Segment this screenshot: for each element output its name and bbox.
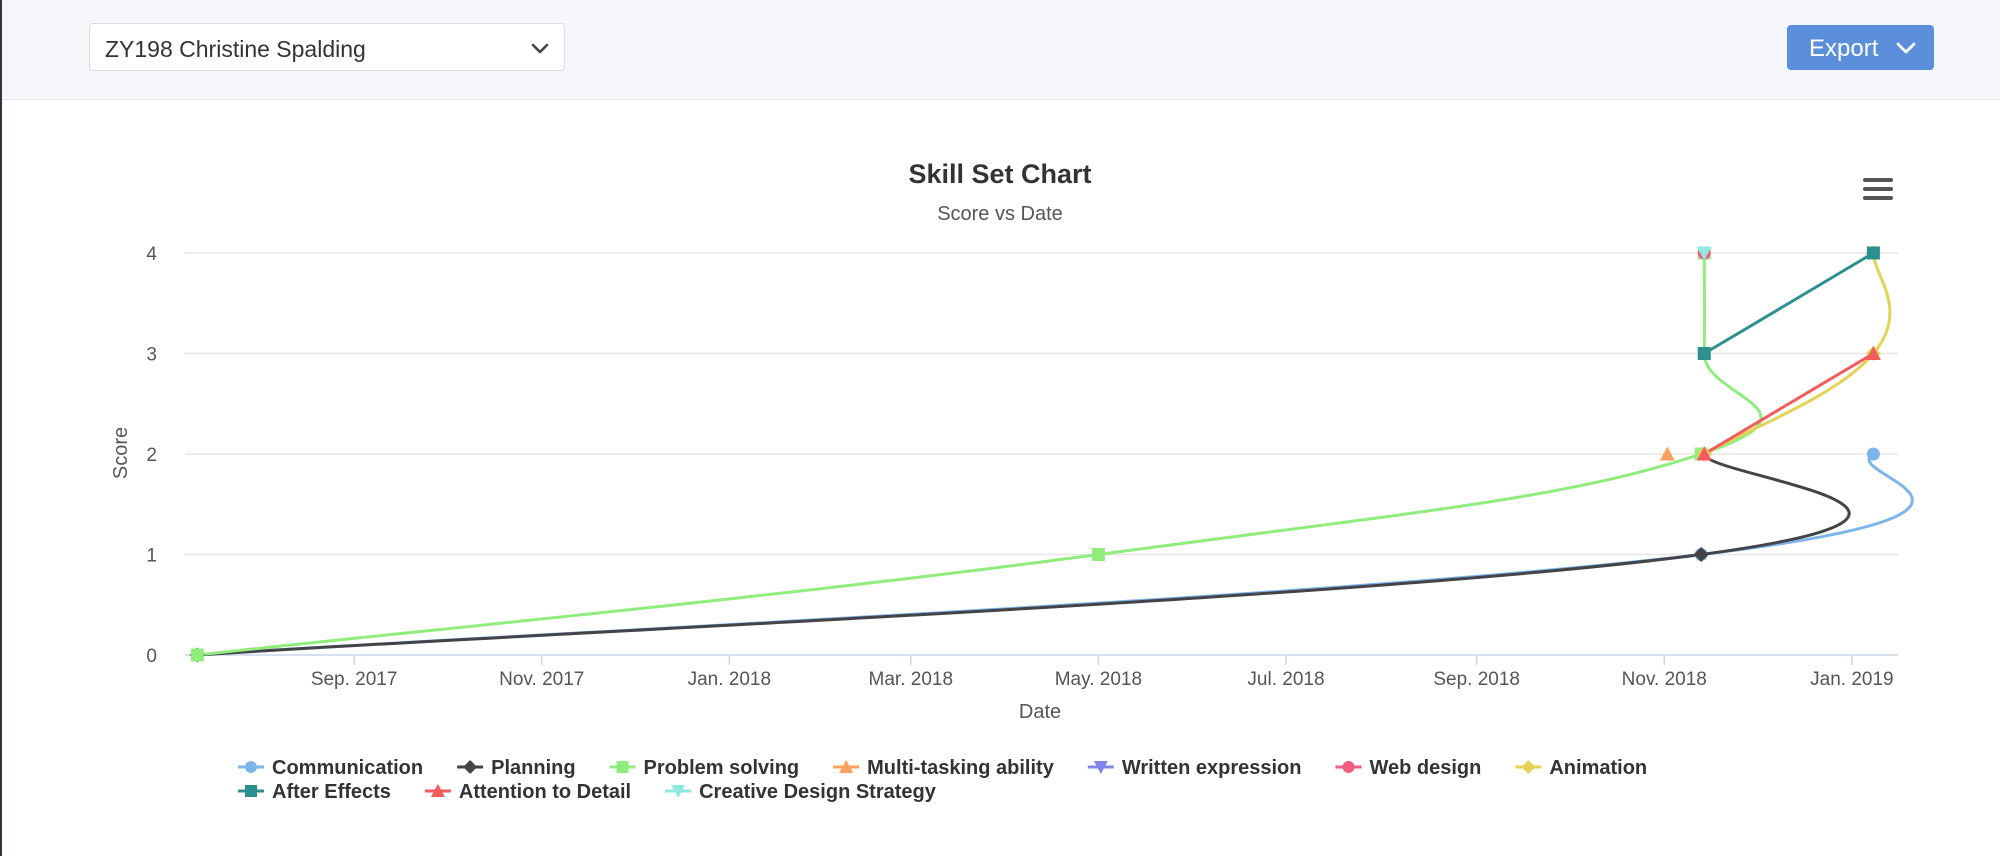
x-axis: Sep. 2017 Nov. 2017 Jan. 2018 Mar. 2018 May.… xyxy=(311,655,1894,690)
legend-item-problem-solving[interactable]: Problem solving xyxy=(609,757,800,779)
legend-label: Attention to Detail xyxy=(459,781,631,803)
legend-marker xyxy=(1093,761,1108,774)
y-tick-label: 2 xyxy=(146,445,157,466)
chart-legend: Communication Planning Problem solving Mult… xyxy=(238,757,1647,803)
legend-label: Planning xyxy=(491,757,575,779)
data-point-creative-design-strategy xyxy=(1696,246,1712,261)
data-point-after-effects xyxy=(1697,347,1711,360)
legend-marker xyxy=(671,785,686,798)
series-line-after-effects xyxy=(1702,251,1875,355)
data-point-problem-solving xyxy=(1091,548,1105,561)
x-tick-label: Jan. 2018 xyxy=(688,669,771,690)
legend-marker xyxy=(1342,761,1355,773)
legend-marker xyxy=(616,761,629,773)
legend-label: Animation xyxy=(1549,757,1647,779)
legend-item-after-effects[interactable]: After Effects xyxy=(238,781,391,803)
series-markers xyxy=(189,245,1881,663)
toolbar: ZY198 Christine Spalding Export xyxy=(2,0,2000,100)
grid-lines xyxy=(185,252,1898,656)
skill-set-chart: Skill Set Chart Score vs Date Sep. 2017 N… xyxy=(110,159,1914,803)
export-button[interactable]: Export xyxy=(1787,25,1934,70)
series-line-attention-to-detail xyxy=(1702,352,1875,456)
legend-label: After Effects xyxy=(272,781,391,803)
series-line-planning xyxy=(195,452,1851,657)
window-edge xyxy=(0,0,2,856)
data-point-attention-to-detail xyxy=(1865,346,1881,360)
legend-label: Creative Design Strategy xyxy=(699,781,937,803)
chart-menu-button[interactable] xyxy=(1862,177,1894,205)
legend-label: Problem solving xyxy=(644,757,800,779)
x-tick-label: Nov. 2017 xyxy=(499,669,584,690)
hamburger-menu-icon xyxy=(1863,178,1893,200)
legend-item-web-design[interactable]: Web design xyxy=(1335,757,1482,779)
legend-item-communication[interactable]: Communication xyxy=(238,757,423,779)
legend-item-attention-to-detail[interactable]: Attention to Detail xyxy=(424,781,631,803)
x-tick-label: Mar. 2018 xyxy=(869,669,954,690)
x-tick-label: Nov. 2018 xyxy=(1622,669,1707,690)
legend-marker xyxy=(245,761,257,773)
legend-marker xyxy=(430,784,445,797)
chart-subtitle: Score vs Date xyxy=(937,203,1063,225)
legend-marker xyxy=(1521,760,1536,774)
x-tick-label: Jul. 2018 xyxy=(1247,669,1324,690)
data-point-attention-to-detail xyxy=(1696,446,1712,461)
legend-marker xyxy=(463,760,478,774)
legend-item-planning[interactable]: Planning xyxy=(457,757,576,779)
data-point-multi-tasking-ability xyxy=(1659,446,1675,461)
legend-marker xyxy=(245,785,257,797)
legend-marker xyxy=(839,760,854,773)
export-button-label: Export xyxy=(1809,35,1879,62)
student-select-value: ZY198 Christine Spalding xyxy=(105,36,366,62)
legend-item-animation[interactable]: Animation xyxy=(1515,757,1647,779)
chart-title: Skill Set Chart xyxy=(908,159,1091,189)
x-tick-label: Jan. 2019 xyxy=(1810,669,1893,690)
x-tick-label: Sep. 2017 xyxy=(311,669,398,690)
series-line-problem-solving xyxy=(195,251,1763,657)
data-point-problem-solving xyxy=(190,648,204,662)
y-axis: 0 1 2 3 4 xyxy=(146,244,157,667)
legend-item-creative-design-strategy[interactable]: Creative Design Strategy xyxy=(665,781,937,803)
y-tick-label: 1 xyxy=(146,546,157,567)
y-tick-label: 3 xyxy=(146,345,157,366)
legend-label: Written expression xyxy=(1122,757,1302,779)
series-lines xyxy=(195,251,1914,657)
x-tick-label: Sep. 2018 xyxy=(1433,669,1520,690)
legend-label: Multi-tasking ability xyxy=(867,757,1055,779)
data-point-communication xyxy=(1866,447,1880,461)
y-axis-label: Score xyxy=(110,427,132,479)
x-axis-label: Date xyxy=(1019,701,1061,723)
data-point-planning xyxy=(1693,547,1709,562)
y-tick-label: 4 xyxy=(146,244,157,265)
chevron-down-icon xyxy=(531,43,549,54)
data-point-after-effects xyxy=(1866,246,1880,260)
legend-item-multi-tasking-ability[interactable]: Multi-tasking ability xyxy=(833,757,1055,779)
legend-label: Communication xyxy=(272,757,423,779)
chevron-down-icon xyxy=(1896,42,1916,54)
legend-label: Web design xyxy=(1370,757,1482,779)
y-tick-label: 0 xyxy=(146,646,157,667)
legend-item-written-expression[interactable]: Written expression xyxy=(1087,757,1302,779)
student-select[interactable]: ZY198 Christine Spalding xyxy=(89,23,565,71)
x-tick-label: May. 2018 xyxy=(1055,669,1142,690)
